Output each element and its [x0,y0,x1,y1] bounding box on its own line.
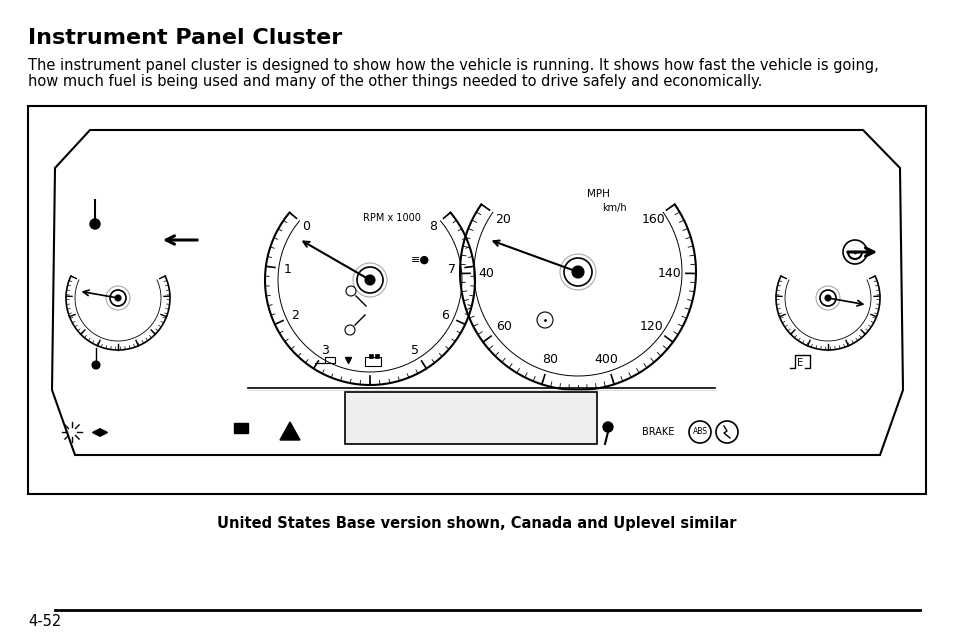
Text: how much fuel is being used and many of the other things needed to drive safely : how much fuel is being used and many of … [28,74,761,89]
Text: 8: 8 [429,220,437,233]
Text: 160: 160 [640,212,664,226]
Text: 400: 400 [594,353,618,366]
Text: 2: 2 [291,309,298,322]
Text: ABS: ABS [692,427,707,436]
Circle shape [91,361,100,369]
Circle shape [345,325,355,335]
Text: 60: 60 [496,320,512,333]
Text: 6: 6 [441,309,449,322]
Text: 80: 80 [541,353,558,366]
Circle shape [563,258,592,286]
Text: 7: 7 [448,263,456,276]
Text: 3: 3 [321,343,329,357]
Bar [375,354,378,358]
Text: Instrument Panel Cluster: Instrument Panel Cluster [28,28,342,48]
Bar [345,392,597,444]
Text: 4: 4 [366,357,374,369]
Text: 120: 120 [639,320,663,333]
Bar [365,357,380,366]
Text: 1: 1 [283,263,292,276]
Text: 140: 140 [658,267,681,279]
Circle shape [110,290,126,306]
Circle shape [688,421,710,443]
Text: 4-52: 4-52 [28,614,61,629]
Circle shape [572,266,583,278]
Circle shape [346,286,355,296]
Text: 40: 40 [477,267,494,279]
Polygon shape [280,422,299,440]
Bar [28,106,925,494]
Circle shape [115,295,121,301]
Circle shape [365,275,375,285]
Circle shape [537,312,553,328]
PathPatch shape [52,130,902,455]
Circle shape [820,290,835,306]
Text: 20: 20 [495,212,510,226]
Circle shape [90,219,100,229]
Circle shape [716,421,738,443]
Text: MPH: MPH [586,189,609,199]
Text: 0: 0 [302,220,310,233]
Circle shape [824,295,830,301]
Text: ≡●: ≡● [410,255,429,265]
Bar [233,423,248,433]
Text: RPM x 1000: RPM x 1000 [363,213,420,223]
Text: km/h: km/h [601,203,626,213]
Text: 5: 5 [410,343,418,357]
Circle shape [842,240,866,264]
Circle shape [356,267,382,293]
Text: The instrument panel cluster is designed to show how the vehicle is running. It : The instrument panel cluster is designed… [28,58,878,73]
Bar [369,354,373,358]
Text: E: E [796,358,802,368]
Text: United States Base version shown, Canada and Uplevel similar: United States Base version shown, Canada… [217,516,736,531]
Circle shape [602,422,613,432]
Text: BRAKE: BRAKE [641,427,674,437]
